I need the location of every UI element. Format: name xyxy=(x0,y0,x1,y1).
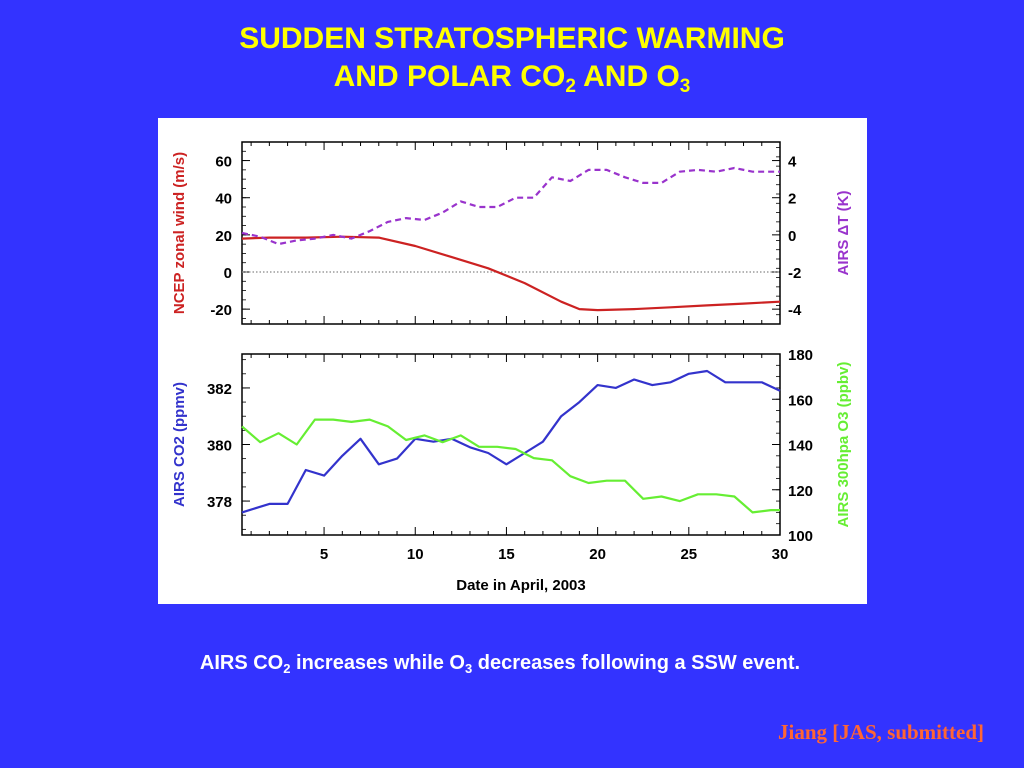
caption-part-a: AIRS CO xyxy=(199,652,284,674)
title-line-2-part-a: AND POLAR CO xyxy=(333,60,566,93)
top-right-y-tick-label: 4 xyxy=(788,154,797,171)
x-tick-label: 25 xyxy=(680,546,697,563)
top-right-y-tick-label: 0 xyxy=(788,228,796,245)
bottom-left-y-tick-label: 382 xyxy=(207,381,232,398)
top-series-deltaT-line xyxy=(241,166,780,246)
bottom-right-y-tick-label: 100 xyxy=(788,528,813,545)
bottom-right-y-tick-label: 120 xyxy=(788,483,813,500)
x-tick-label: 30 xyxy=(772,546,789,563)
caption-subscript-co2: 2 xyxy=(283,661,291,676)
bottom-right-y-axis-label: AIRS 300hpa O3 (ppbv) xyxy=(835,362,852,528)
chart-figure: -20 0 20 40 60 -4 -2 0 2 4 NCEP zonal wind (m/s) AI… xyxy=(158,118,867,604)
bottom-left-y-tick-label: 378 xyxy=(207,494,232,511)
top-right-y-tick-label: 2 xyxy=(788,191,796,208)
x-tick-label: 15 xyxy=(498,546,515,563)
title-line-2-part-b: AND O xyxy=(575,60,680,93)
x-tick-label: 5 xyxy=(320,546,328,563)
top-right-y-axis-label: AIRS ΔT (K) xyxy=(835,191,852,276)
top-right-y-tick-label: -2 xyxy=(788,265,801,282)
title-subscript-o3: 3 xyxy=(679,76,691,97)
bottom-series-o3-line xyxy=(241,418,780,514)
caption-part-c: decreases following a SSW event. xyxy=(472,652,801,674)
top-left-y-tick-label: 0 xyxy=(224,265,232,282)
caption-part-b: increases while O xyxy=(290,652,465,674)
x-tick-label: 10 xyxy=(407,546,424,563)
slide-title: SUDDEN STRATOSPHERIC WARMING AND POLAR C… xyxy=(0,20,1024,96)
bottom-plot-frame xyxy=(241,353,781,536)
slide-caption: AIRS CO2 increases while O3 decreases fo… xyxy=(0,652,1000,675)
x-tick-label: 20 xyxy=(589,546,606,563)
citation: Jiang [JAS, submitted] xyxy=(778,720,984,744)
title-line-1: SUDDEN STRATOSPHERIC WARMING xyxy=(239,22,785,55)
bottom-series-co2-line xyxy=(241,369,781,514)
top-left-y-tick-label: 20 xyxy=(215,228,232,245)
title-line-2: AND POLAR CO2 AND O3 xyxy=(0,58,1024,96)
bottom-left-y-axis-label: AIRS CO2 (ppmv) xyxy=(171,382,188,507)
top-left-y-tick-label: 60 xyxy=(215,154,232,171)
top-right-y-tick-label: -4 xyxy=(788,302,802,319)
bottom-right-y-tick-label: 140 xyxy=(788,438,813,455)
bottom-right-y-tick-label: 160 xyxy=(788,392,813,409)
caption-subscript-o3: 3 xyxy=(464,661,473,676)
bottom-left-y-tick-label: 380 xyxy=(207,438,232,455)
top-left-y-tick-label: 40 xyxy=(215,191,232,208)
top-series-wind-line xyxy=(241,235,781,312)
bottom-right-y-tick-label: 180 xyxy=(788,347,813,364)
title-subscript-co2: 2 xyxy=(565,76,576,97)
top-left-y-axis-label: NCEP zonal wind (m/s) xyxy=(171,152,188,314)
x-axis-label: Date in April, 2003 xyxy=(456,577,586,594)
top-left-y-tick-label: -20 xyxy=(210,302,232,319)
